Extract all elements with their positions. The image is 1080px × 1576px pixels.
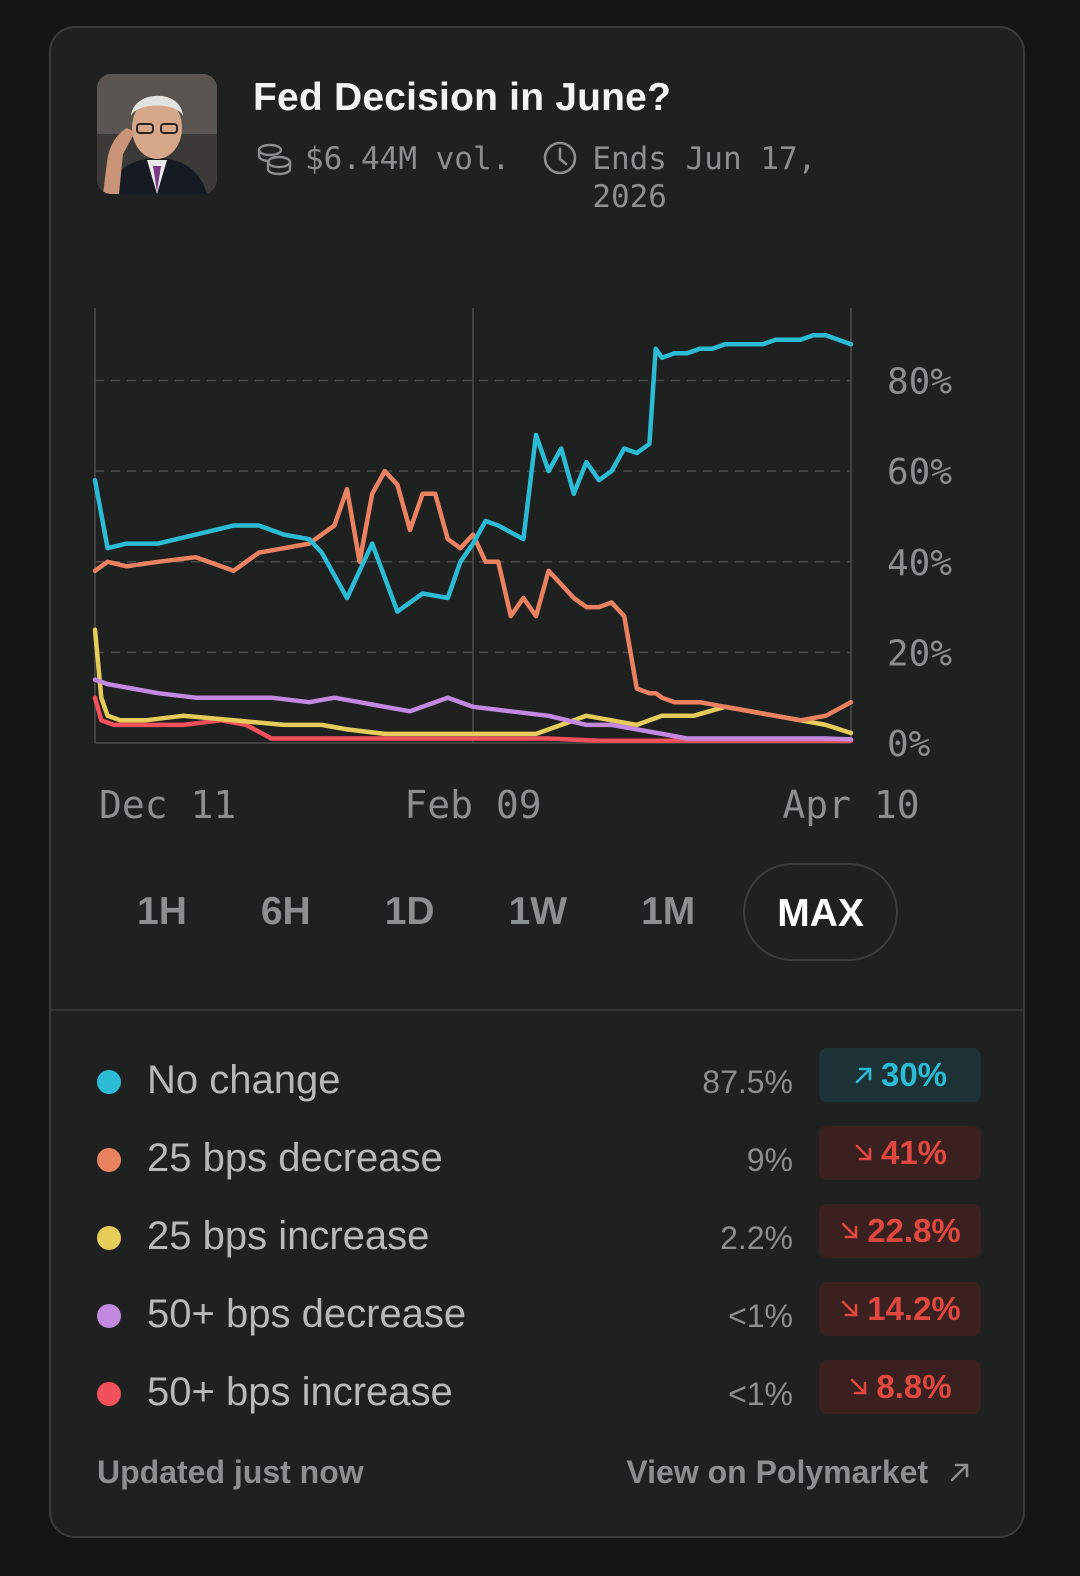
- y-tick-label: 20%: [887, 633, 952, 674]
- x-tick-label: Apr 10: [782, 783, 919, 827]
- y-tick-label: 40%: [887, 543, 952, 584]
- outcome-probability: 87.5%: [702, 1064, 793, 1100]
- portrait-image: [97, 74, 217, 194]
- outcome-name: 25 bps increase: [147, 1214, 430, 1258]
- arrow-down-right-icon: [839, 1204, 861, 1258]
- outcome-list: No change 87.5% 30% 25 bps decrease 9% 41% 25 …: [97, 1046, 981, 1436]
- outcome-probability: <1%: [728, 1298, 793, 1334]
- outcome-color-dot: [97, 1382, 121, 1406]
- clock-icon: [542, 140, 582, 178]
- y-tick-label: 0%: [887, 724, 931, 765]
- change-badge: 41%: [819, 1126, 981, 1180]
- outcome-probability: 2.2%: [720, 1220, 793, 1256]
- arrow-down-right-icon: [853, 1126, 875, 1180]
- outcome-row[interactable]: 25 bps decrease 9% 41%: [97, 1124, 981, 1202]
- tab-1h[interactable]: 1H: [137, 890, 187, 933]
- outcome-name: 25 bps decrease: [147, 1136, 443, 1180]
- series-line-50-bps-increase: [92, 695, 854, 743]
- change-badge: 30%: [819, 1048, 981, 1102]
- change-badge: 22.8%: [819, 1204, 981, 1258]
- outcome-color-dot: [97, 1070, 121, 1094]
- y-tick-label: 80%: [887, 362, 952, 403]
- tab-1w[interactable]: 1W: [508, 890, 568, 933]
- outcome-name: 50+ bps decrease: [147, 1292, 467, 1336]
- outcome-row[interactable]: 50+ bps increase <1% 8.8%: [97, 1358, 981, 1436]
- change-value: 8.8%: [876, 1368, 952, 1405]
- outcome-color-dot: [97, 1304, 121, 1328]
- outcome-name: 50+ bps increase: [147, 1370, 453, 1414]
- price-chart[interactable]: 0% 20% 40% 60% 80% Dec 11 Feb 09 Apr 10: [51, 288, 1023, 848]
- outcome-row[interactable]: 25 bps increase 2.2% 22.8%: [97, 1202, 981, 1280]
- market-title[interactable]: Fed Decision in June?: [253, 76, 672, 119]
- change-value: 14.2%: [867, 1290, 961, 1327]
- change-value: 22.8%: [867, 1212, 961, 1249]
- x-tick-label: Feb 09: [404, 783, 541, 827]
- tab-max[interactable]: MAX: [743, 863, 898, 961]
- arrow-down-right-icon: [839, 1282, 861, 1336]
- market-meta: $6.44M vol. Ends Jun 17, 2026: [255, 140, 955, 216]
- outcome-row[interactable]: 50+ bps decrease <1% 14.2%: [97, 1280, 981, 1358]
- outcome-color-dot: [97, 1148, 121, 1172]
- external-link-icon: [947, 1456, 973, 1482]
- timeframe-tabs: 1H 6H 1D 1W 1M MAX: [111, 862, 920, 962]
- change-value: 30%: [880, 1056, 948, 1093]
- outcome-row[interactable]: No change 87.5% 30%: [97, 1046, 981, 1124]
- change-value: 41%: [880, 1134, 948, 1171]
- outcome-color-dot: [97, 1226, 121, 1250]
- volume-text: $6.44M vol.: [305, 141, 511, 177]
- x-tick-label: Dec 11: [99, 783, 236, 827]
- end-date-text: Ends Jun 17, 2026: [592, 141, 817, 215]
- coins-icon: [255, 140, 295, 178]
- chart-svg: 0% 20% 40% 60% 80% Dec 11 Feb 09 Apr 10: [92, 308, 952, 827]
- y-tick-label: 60%: [887, 452, 952, 493]
- outcome-probability: 9%: [746, 1142, 793, 1178]
- outcome-probability: <1%: [728, 1376, 793, 1412]
- arrow-up-right-icon: [853, 1048, 875, 1102]
- polymarket-link-label: View on Polymarket: [626, 1454, 929, 1490]
- updated-text: Updated just now: [97, 1454, 364, 1490]
- series-line-50-bps-decrease: [92, 677, 854, 742]
- change-badge: 14.2%: [819, 1282, 981, 1336]
- market-card: Fed Decision in June? $6.44M vol. Ends J…: [49, 26, 1025, 1538]
- series-line-25-bps-decrease: [92, 468, 854, 723]
- series-line-no-change: [92, 332, 854, 614]
- polymarket-link[interactable]: View on Polymarket: [626, 1454, 973, 1491]
- divider: [51, 1009, 1023, 1011]
- series-line-25-bps-increase: [92, 627, 854, 737]
- change-badge: 8.8%: [819, 1360, 981, 1414]
- market-avatar[interactable]: [97, 74, 217, 194]
- tab-1m[interactable]: 1M: [641, 890, 696, 933]
- tab-1d[interactable]: 1D: [384, 890, 435, 933]
- tab-6h[interactable]: 6H: [260, 890, 311, 933]
- arrow-down-right-icon: [848, 1360, 870, 1414]
- outcome-name: No change: [147, 1058, 341, 1102]
